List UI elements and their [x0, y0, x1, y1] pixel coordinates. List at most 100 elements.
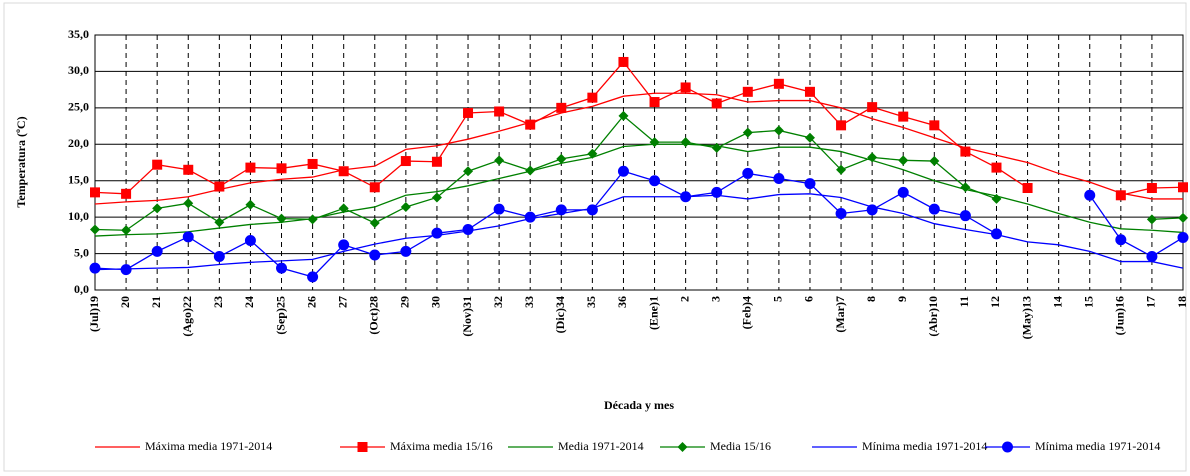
marker-circle	[586, 204, 598, 216]
y-tick-label: 25,0	[68, 100, 89, 114]
marker-square	[867, 102, 878, 113]
marker-diamond	[431, 192, 442, 203]
marker-circle	[928, 203, 940, 215]
marker-circle	[276, 262, 288, 274]
marker-diamond	[836, 164, 847, 175]
marker-circle	[959, 210, 971, 222]
marker-diamond	[307, 214, 318, 225]
x-tick-label: 3	[708, 296, 722, 302]
marker-square	[1022, 183, 1033, 193]
y-tick-label: 15,0	[68, 172, 89, 186]
marker-circle	[617, 165, 629, 177]
marker-circle	[804, 178, 816, 190]
x-tick-label: 12	[988, 296, 1002, 308]
y-tick-label: 0,0	[74, 282, 89, 296]
marker-circle	[462, 224, 474, 236]
marker-circle	[151, 245, 163, 257]
marker-circle	[773, 173, 785, 185]
x-tick-label: 32	[491, 296, 505, 308]
marker-square	[711, 98, 722, 109]
marker-diamond	[463, 166, 474, 177]
marker-diamond	[1146, 214, 1157, 225]
marker-square	[338, 166, 349, 177]
marker-square	[898, 111, 909, 122]
marker-square	[1115, 190, 1126, 201]
marker-square	[463, 107, 474, 118]
legend-label: Mínima media 1971-2014	[1035, 439, 1160, 453]
plot-frame	[94, 34, 1184, 291]
marker-circle	[89, 262, 101, 274]
marker-diamond	[121, 225, 132, 236]
x-tick-label: (Jun)16	[1113, 296, 1127, 335]
marker-square	[991, 162, 1002, 173]
marker-diamond	[214, 217, 225, 228]
marker-diamond	[680, 137, 691, 148]
x-tick-label: (Nov)31	[460, 296, 474, 337]
marker-diamond	[618, 110, 629, 121]
marker-circle	[649, 175, 661, 187]
marker-square	[494, 106, 505, 117]
marker-circle	[555, 204, 567, 216]
marker-diamond	[1178, 212, 1188, 223]
marker-diamond	[400, 201, 411, 212]
series-line	[94, 143, 1184, 237]
marker-square	[525, 119, 536, 130]
marker-square	[152, 159, 163, 170]
x-tick-label: 23	[211, 296, 225, 308]
marker-square	[431, 156, 442, 167]
marker-diamond	[556, 153, 567, 164]
marker-circle	[1084, 189, 1096, 201]
series-line	[94, 92, 1183, 205]
x-tick-label: 14	[1050, 296, 1064, 308]
marker-circle	[835, 208, 847, 219]
marker-square	[680, 82, 691, 93]
marker-square	[307, 158, 318, 169]
marker-square	[121, 188, 132, 199]
x-tick-label: (Jul)19	[87, 296, 101, 332]
marker-circle	[120, 264, 132, 276]
marker-diamond	[649, 137, 660, 148]
x-tick-label: 6	[802, 296, 816, 302]
x-tick-label: (Feb)4	[740, 296, 754, 329]
marker-circle	[213, 250, 225, 262]
marker-circle	[369, 249, 381, 261]
marker-diamond	[587, 148, 598, 159]
marker-square	[214, 181, 225, 192]
marker-diamond	[183, 198, 194, 209]
marker-diamond	[804, 132, 815, 143]
x-tick-label: (Dic)34	[553, 296, 567, 333]
marker-square	[1146, 183, 1157, 193]
marker-square	[245, 162, 256, 173]
marker-diamond	[276, 213, 287, 224]
marker-diamond	[152, 203, 163, 214]
y-axis-title: Temperatura (ºC)	[14, 116, 28, 207]
marker-square	[960, 146, 971, 157]
marker-diamond	[991, 193, 1002, 204]
series-line	[94, 193, 1184, 271]
marker-circle	[524, 211, 536, 223]
x-tick-label: (Oct)28	[367, 296, 381, 335]
marker-circle	[338, 239, 350, 251]
marker-square	[742, 86, 753, 97]
y-tick-label: 20,0	[68, 136, 89, 150]
y-tick-label: 30,0	[68, 63, 89, 77]
legend-label: Máxima media 1971-2014	[145, 439, 272, 453]
marker-circle	[493, 203, 505, 215]
marker-circle	[307, 271, 319, 283]
marker-circle	[244, 234, 256, 246]
marker-circle	[1002, 441, 1013, 453]
x-tick-label: 24	[242, 296, 256, 308]
marker-diamond	[773, 125, 784, 136]
marker-square	[618, 56, 629, 67]
marker-circle	[680, 191, 692, 203]
x-tick-label: 30	[429, 296, 443, 308]
marker-square	[400, 156, 411, 167]
marker-diamond	[369, 217, 380, 228]
legend-label: Máxima media 15/16	[390, 439, 493, 453]
x-tick-label: (Mar)7	[833, 296, 847, 333]
marker-diamond	[742, 127, 753, 138]
marker-square	[649, 97, 660, 108]
marker-circle	[897, 186, 909, 198]
marker-diamond	[898, 155, 909, 166]
